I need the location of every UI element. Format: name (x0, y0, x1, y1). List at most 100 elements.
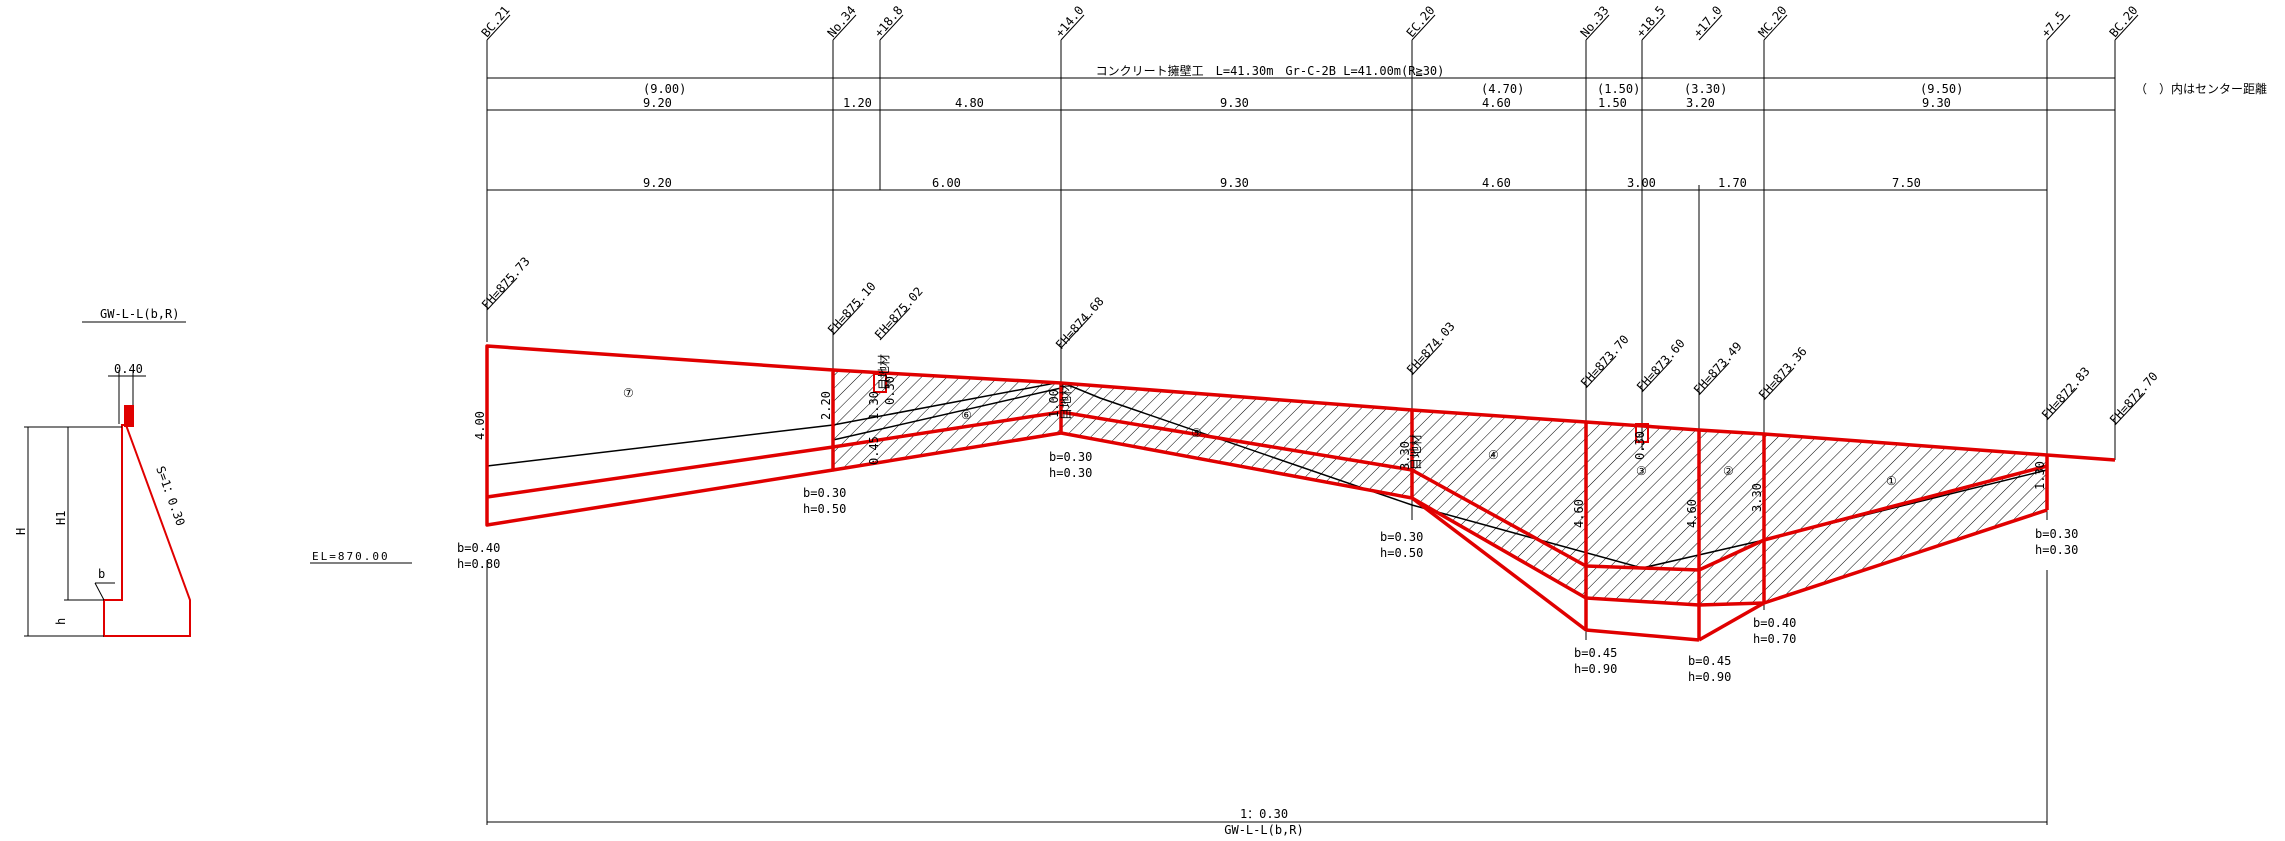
center-distance: (9.50) (1920, 82, 1963, 96)
wall-number: ⑤ (1191, 426, 1202, 440)
detail-top-width: 0.40 (114, 362, 143, 376)
wall-number: ⑦ (623, 386, 634, 400)
center-note: （ ）内はセンター距離 (2135, 82, 2267, 96)
footing-b: b=0.45 (1574, 646, 1617, 660)
detail-H1-label: H1 (54, 511, 68, 525)
detail-b-label: b (98, 567, 105, 581)
wall-number: ④ (1488, 448, 1499, 462)
dim-value: 9.30 (1220, 176, 1249, 190)
fh-labels: FH=875.73 FH=875.10 FH=875.02 FH=874.68 … (479, 254, 2161, 427)
bottom-type: GW-L-L(b,R) (1224, 823, 1303, 837)
height-label: 1.30 (2033, 461, 2047, 490)
footing-b: b=0.30 (803, 486, 846, 500)
dim-value: 9.20 (643, 176, 672, 190)
el-label: EL=870.00 (312, 550, 390, 563)
station-label: +17.0 (1691, 3, 1725, 40)
wall-7 (485, 344, 835, 527)
center-distance: (9.00) (643, 82, 686, 96)
footing-b: b=0.30 (1049, 450, 1092, 464)
dim-value: 9.20 (643, 96, 672, 110)
height-label: 4.60 (1572, 499, 1586, 528)
fh-ticks (486, 277, 2146, 426)
station-label: +7.5 (2039, 9, 2068, 40)
dim-value: 1.50 (1598, 96, 1627, 110)
dim-value: 4.60 (1482, 176, 1511, 190)
detail-wall-outline (103, 424, 191, 637)
footing-b: b=0.45 (1688, 654, 1731, 668)
dim-value: 3.00 (1627, 176, 1656, 190)
detail-guardrail (124, 405, 134, 427)
station-ticks (486, 14, 2139, 41)
detail-H-label: H (14, 528, 28, 535)
wall-numbers: ⑦ ⑥ ⑤ ④ ③ ② ① (623, 386, 1897, 488)
header-title: コンクリート擁壁工 L=41.30m Gr-C-2B L=41.00m(R≧30… (1096, 63, 1445, 78)
station-label: MC.20 (1756, 3, 1790, 40)
mini-label: 0.30 (883, 376, 897, 405)
vertical-note: 目地材 (1409, 434, 1423, 470)
station-label: +18.5 (1634, 3, 1668, 40)
bottom-ratio: 1：0.30 (1240, 807, 1288, 821)
footing-h: h=0.50 (1380, 546, 1423, 560)
dim-value: 1.20 (843, 96, 872, 110)
height-label: 4.60 (1685, 499, 1699, 528)
dim-value: 1.70 (1718, 176, 1747, 190)
footing-b: b=0.30 (2035, 527, 2078, 541)
dim-value: 4.60 (1482, 96, 1511, 110)
station-label: +18.8 (872, 3, 906, 40)
vertical-note: 目地材 (877, 354, 891, 390)
dim-value: 7.50 (1892, 176, 1921, 190)
fh-label: FH=875.02 (872, 284, 926, 342)
height-label: 1.00 (1047, 389, 1061, 418)
height-labels: 4.00 2.20 1.30 0.45 1.00 3.30 4.60 4.60 … (473, 389, 2047, 528)
joint-notes: 0.30 0.30 目地材 目地材 目地材 (877, 354, 1647, 470)
dim-value: 9.30 (1922, 96, 1951, 110)
detail-h-label: h (54, 618, 68, 625)
footing-b: b=0.30 (1380, 530, 1423, 544)
height-label: 3.30 (1750, 483, 1764, 512)
height-label: 3.30 (1398, 441, 1412, 470)
ground-line (486, 381, 2048, 569)
station-label: +14.0 (1053, 3, 1087, 40)
footing-h: h=0.50 (803, 502, 846, 516)
dim-value: 6.00 (932, 176, 961, 190)
station-label: BC.21 (479, 3, 513, 40)
footing-h: h=0.30 (2035, 543, 2078, 557)
footing-h: h=0.90 (1688, 670, 1731, 684)
wall-outlines (485, 344, 2116, 642)
station-label: BC.20 (2107, 3, 2141, 40)
station-label: No.33 (1578, 3, 1612, 40)
detail-slope-label: S=1：0.30 (153, 464, 188, 528)
wall-7-base (486, 445, 834, 499)
footing-h: h=0.90 (1574, 662, 1617, 676)
station-label: No.34 (825, 3, 859, 40)
wall-number: ① (1886, 474, 1897, 488)
footing-b: b=0.40 (1753, 616, 1796, 630)
height-label: 1.30 (867, 391, 881, 420)
dim-value: 4.80 (955, 96, 984, 110)
detail-title: GW-L-L(b,R) (100, 307, 179, 321)
center-distance: (1.50) (1597, 82, 1640, 96)
dim-row-1-values: 9.20 1.20 4.80 9.30 4.60 1.50 3.20 9.30 (643, 96, 1951, 110)
wall-top-line (832, 368, 2116, 462)
dim-value: 3.20 (1686, 96, 1715, 110)
center-distance: (3.30) (1684, 82, 1727, 96)
dim-row-2-values: 9.20 6.00 9.30 4.60 3.00 1.70 7.50 (643, 176, 1921, 190)
dim-value: 9.30 (1220, 96, 1249, 110)
center-distance: (4.70) (1481, 82, 1524, 96)
station-label: EC.20 (1404, 3, 1438, 40)
wall-number: ⑥ (961, 408, 972, 422)
footing-b: b=0.40 (457, 541, 500, 555)
joint-box-1 (873, 373, 887, 393)
height-label: 0.45 (867, 436, 881, 465)
joint-box-2 (1635, 423, 1649, 443)
ground-line-2 (832, 387, 1062, 441)
footing-h: h=0.30 (1049, 466, 1092, 480)
footing-h: h=0.70 (1753, 632, 1796, 646)
typical-section-detail: GW-L-L(b,R) 0.40 H H1 h b S=1：0.30 (14, 307, 191, 637)
mini-label: 0.30 (1633, 431, 1647, 460)
height-label: 2.20 (819, 391, 833, 420)
wall-number: ③ (1636, 464, 1647, 478)
height-label: 4.00 (473, 411, 487, 440)
vertical-note: 目地材 (1059, 384, 1073, 420)
